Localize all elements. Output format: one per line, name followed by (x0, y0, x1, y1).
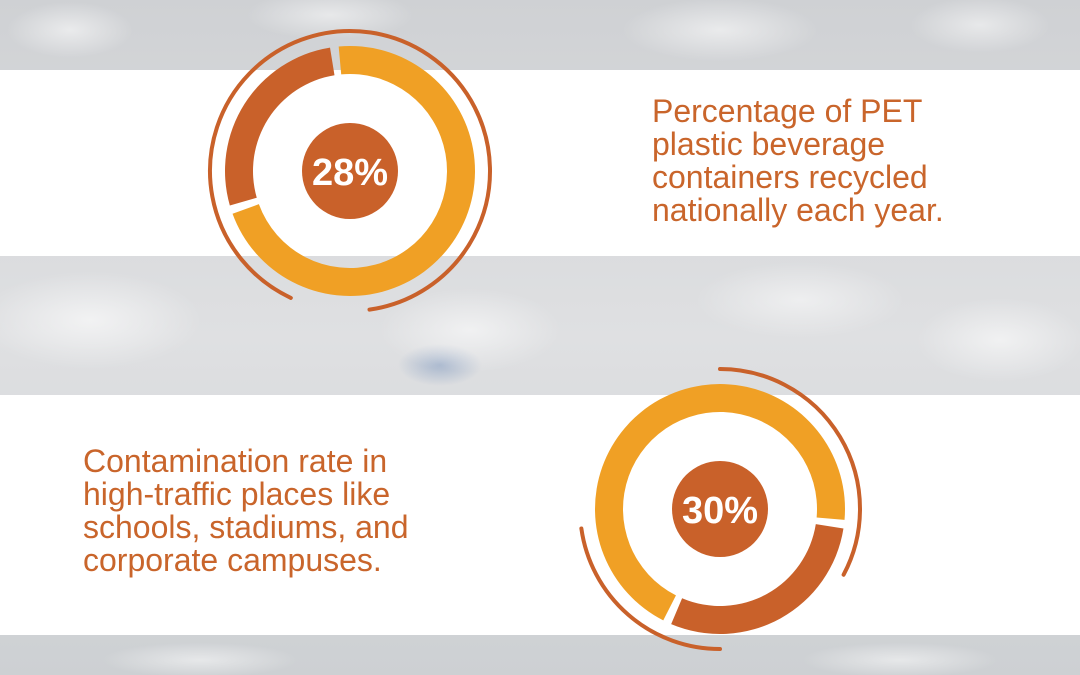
decorative-arc-1 (718, 367, 862, 577)
decorative-arc-2 (579, 526, 722, 651)
center-disc (672, 461, 768, 557)
percentage-label: 30% (682, 490, 758, 532)
donut-slice-highlight (671, 524, 844, 634)
donut-chart-contamination: 30% (579, 367, 862, 651)
white-band-bottom (0, 395, 1080, 635)
donut-slice-highlight (225, 47, 335, 206)
donut-chart-recycled: 28% (208, 29, 492, 312)
contamination-description: Contamination rate in high-traffic place… (83, 443, 409, 578)
center-disc (302, 123, 398, 219)
recycled-description: Percentage of PET plastic beverage conta… (652, 93, 944, 228)
percentage-label: 28% (312, 152, 388, 194)
decorative-arc-1 (208, 29, 492, 312)
white-band-top (0, 70, 1080, 256)
